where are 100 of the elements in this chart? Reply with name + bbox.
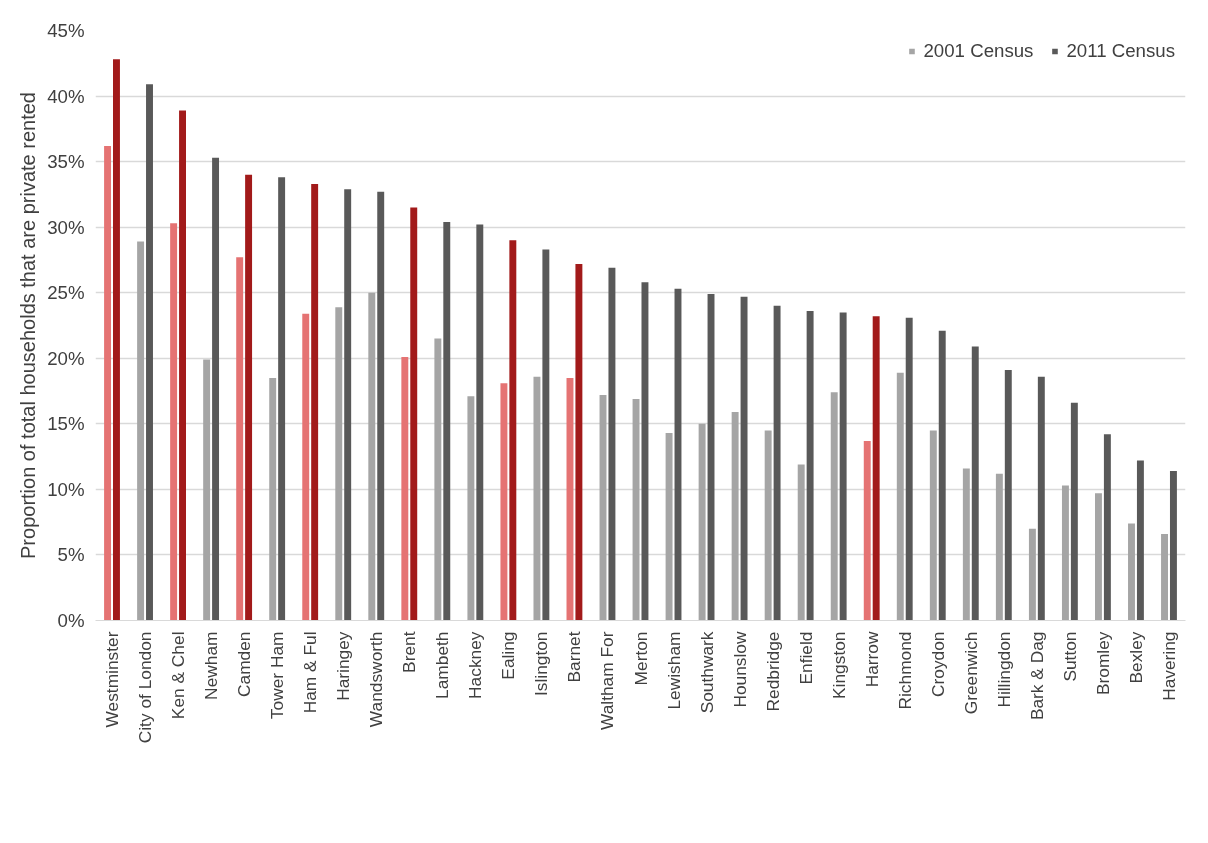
bar xyxy=(401,356,409,621)
x-tick-label: City of London xyxy=(135,631,156,744)
bar xyxy=(434,338,442,621)
bar xyxy=(302,313,310,621)
x-tick-label: Haringey xyxy=(333,631,354,701)
x-tick-label: Southwark xyxy=(696,631,717,714)
x-tick-label: Bromley xyxy=(1092,631,1113,696)
y-tick-label: 15% xyxy=(47,413,85,435)
bar xyxy=(377,191,385,621)
y-tick-label: 45% xyxy=(47,20,85,41)
x-tick-label: Redbridge xyxy=(762,631,783,712)
x-tick-label: Richmond xyxy=(894,631,915,710)
x-tick-label: Harrow xyxy=(861,631,882,688)
bar xyxy=(641,282,649,621)
y-tick-label: 10% xyxy=(47,478,85,500)
x-tick-label: Ham & Ful xyxy=(300,631,321,714)
bar xyxy=(608,267,616,621)
bar xyxy=(971,346,979,621)
bar xyxy=(1128,523,1135,621)
bar xyxy=(839,312,847,621)
x-tick-label: Waltham For xyxy=(597,631,618,731)
bar xyxy=(443,221,451,621)
bar xyxy=(995,473,1003,621)
bar xyxy=(938,330,946,621)
bar xyxy=(929,430,937,621)
bar xyxy=(1136,460,1144,621)
x-tick-label: Hounslow xyxy=(729,631,750,708)
bar xyxy=(269,377,277,621)
y-tick-label: 35% xyxy=(47,151,85,173)
bar xyxy=(665,433,673,621)
bar xyxy=(830,392,838,621)
y-tick-label: 0% xyxy=(57,610,85,631)
x-tick-label: Ealing xyxy=(498,631,519,680)
bar xyxy=(533,376,541,621)
x-tick-label: Hackney xyxy=(465,631,486,699)
bar xyxy=(698,423,706,621)
bar xyxy=(1004,370,1012,621)
bar xyxy=(764,430,772,621)
legend-label: 2011 Census xyxy=(1066,40,1175,62)
y-tick-label: 40% xyxy=(47,85,85,107)
bar xyxy=(278,177,286,621)
x-tick-label: Enfield xyxy=(795,631,816,685)
x-tick-label: Tower Ham xyxy=(267,631,288,720)
bar xyxy=(1061,485,1069,621)
bar xyxy=(863,440,871,621)
x-tick-label: Brent xyxy=(399,631,420,673)
bar xyxy=(1070,402,1078,621)
bar xyxy=(509,240,517,621)
bar xyxy=(113,59,120,621)
bar xyxy=(740,296,748,621)
bar xyxy=(344,189,352,621)
bar xyxy=(806,311,814,621)
y-tick-label: 5% xyxy=(57,544,85,566)
legend-label: 2001 Census xyxy=(923,40,1034,62)
x-tick-label: Ken & Chel xyxy=(168,631,189,720)
bar xyxy=(632,398,640,621)
bar xyxy=(1095,493,1102,621)
bar xyxy=(731,412,739,621)
bar xyxy=(773,305,781,621)
y-tick-label: 20% xyxy=(47,347,85,369)
bar xyxy=(179,110,186,621)
bar xyxy=(500,383,508,621)
bar xyxy=(872,316,880,621)
x-tick-label: Merton xyxy=(630,631,651,686)
bar xyxy=(104,145,112,621)
bar xyxy=(335,307,343,621)
x-tick-label: Bark & Dag xyxy=(1026,631,1047,721)
x-tick-label: Islington xyxy=(531,631,552,697)
bar xyxy=(146,84,153,621)
bar xyxy=(245,174,253,621)
bar xyxy=(137,241,145,621)
x-tick-label: Havering xyxy=(1158,631,1179,701)
x-tick-label: Hillingdon xyxy=(993,631,1014,708)
bar xyxy=(962,468,970,621)
x-tick-label: Lambeth xyxy=(432,631,453,699)
x-tick-label: Greenwich xyxy=(960,631,981,715)
bar xyxy=(236,257,244,621)
bar xyxy=(1103,434,1111,621)
y-tick-label: 30% xyxy=(47,216,85,238)
x-tick-label: Sutton xyxy=(1059,631,1080,682)
x-tick-label: Croydon xyxy=(927,631,948,697)
bar xyxy=(368,292,376,621)
bar xyxy=(203,359,211,621)
x-tick-label: Wandsworth xyxy=(366,631,387,728)
bar xyxy=(410,207,418,621)
bar xyxy=(575,263,583,621)
bar xyxy=(311,183,319,621)
bar xyxy=(1161,533,1168,621)
bar xyxy=(476,224,484,621)
y-axis-title: Proportion of total households that are private rented xyxy=(17,92,40,559)
bar xyxy=(467,396,475,621)
bar xyxy=(797,464,805,621)
x-tick-label: Westminster xyxy=(102,631,123,728)
x-tick-label: Lewisham xyxy=(663,631,684,710)
bar xyxy=(896,372,904,621)
bar xyxy=(212,157,220,621)
bar xyxy=(1169,471,1177,621)
x-tick-label: Bexley xyxy=(1125,631,1146,684)
x-tick-label: Kingston xyxy=(828,631,849,699)
x-tick-label: Newham xyxy=(201,631,222,700)
